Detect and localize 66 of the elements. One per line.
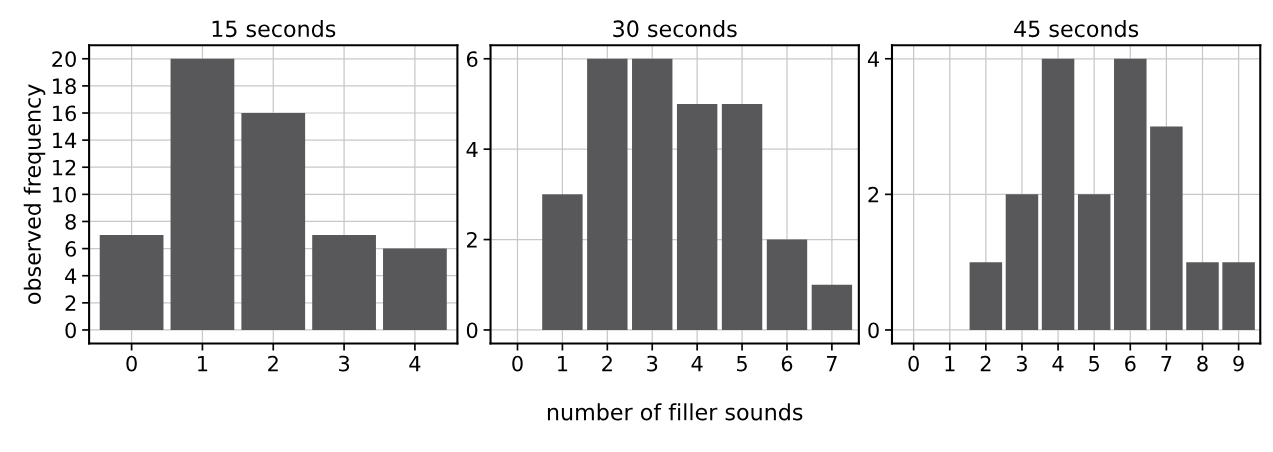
x-tick-label: 7 [1161, 355, 1172, 372]
bar [1186, 262, 1219, 330]
y-tick-label: 2 [65, 295, 76, 311]
x-tick-label: 9 [1233, 355, 1244, 372]
bar [811, 284, 853, 330]
x-tick-label: 2 [602, 355, 612, 372]
y-tick-label: 0 [868, 322, 879, 339]
x-tick-label: 2 [268, 355, 278, 372]
x-tick-label: 3 [1016, 355, 1027, 372]
bar [312, 235, 376, 330]
y-tick-label: 0 [65, 322, 76, 339]
chart-title: 15 seconds [212, 19, 336, 38]
bar [241, 113, 306, 330]
x-tick-label: 4 [1052, 355, 1064, 372]
x-tick-label: 8 [1197, 355, 1208, 372]
chart-title: 45 seconds [1014, 19, 1139, 38]
y-tick-label: 12 [53, 159, 76, 176]
bar [1041, 58, 1075, 330]
bar [170, 58, 235, 330]
bar [721, 103, 763, 330]
x-tick-label: 1 [945, 355, 955, 372]
x-tick-label: 5 [737, 355, 747, 372]
x-tick-label: 6 [781, 355, 793, 372]
x-tick-label: 5 [1089, 355, 1099, 372]
x-tick-label: 0 [512, 355, 523, 372]
x-tick-label: 0 [126, 355, 137, 372]
y-tick-label: 2 [467, 232, 477, 248]
bar [1150, 126, 1183, 330]
chart-title: 30 seconds [613, 19, 737, 38]
x-axis-title: number of filler sounds [547, 403, 803, 421]
y-tick-label: 10 [53, 186, 76, 203]
y-tick-label: 8 [65, 213, 76, 230]
bar [99, 235, 164, 330]
bar [632, 58, 673, 330]
y-tick-label: 4 [466, 141, 478, 158]
y-tick-label: 18 [53, 78, 76, 95]
bar [383, 248, 447, 330]
x-tick-label: 1 [558, 355, 568, 372]
y-tick-label: 2 [868, 186, 879, 203]
x-tick-label: 2 [980, 355, 991, 372]
bar [1005, 194, 1039, 330]
y-tick-label: 20 [52, 51, 76, 67]
x-tick-label: 3 [339, 355, 350, 372]
y-tick-label: 16 [53, 105, 76, 122]
y-tick-label: 6 [466, 51, 478, 67]
bar [676, 103, 718, 330]
x-tick-label: 4 [409, 355, 421, 372]
x-tick-label: 3 [647, 355, 658, 372]
bar [1077, 194, 1111, 330]
x-tick-label: 0 [908, 355, 919, 372]
x-tick-label: 1 [198, 355, 208, 372]
x-tick-label: 4 [691, 355, 703, 372]
y-axis-title: observed frequency [23, 84, 46, 304]
y-tick-label: 6 [65, 241, 76, 257]
y-tick-label: 4 [65, 268, 77, 284]
bar [1114, 58, 1147, 330]
x-tick-label: 7 [826, 355, 837, 372]
bar [542, 194, 583, 330]
x-tick-label: 6 [1125, 355, 1136, 372]
bar [969, 262, 1003, 330]
bar [587, 58, 628, 330]
bar [1222, 262, 1255, 330]
y-tick-label: 0 [466, 322, 478, 339]
y-tick-label: 14 [53, 132, 77, 149]
y-tick-label: 4 [867, 51, 880, 67]
bar [766, 239, 808, 330]
